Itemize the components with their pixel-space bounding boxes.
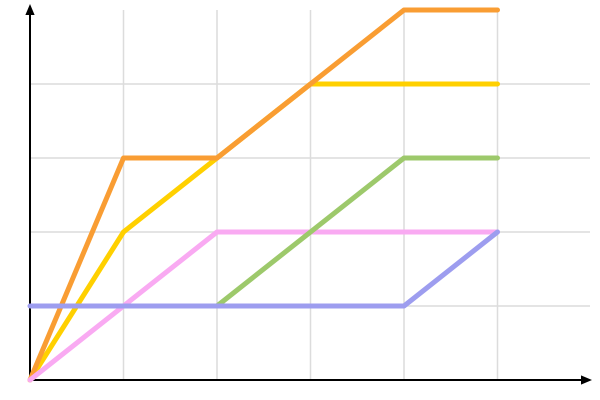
x-axis-arrowhead [581, 375, 592, 385]
y-axis-arrowhead [25, 4, 35, 15]
pink-series-line [27, 229, 500, 383]
blue-series-line [27, 229, 500, 309]
orange-series-line [27, 7, 500, 383]
green-series-line [214, 155, 500, 309]
